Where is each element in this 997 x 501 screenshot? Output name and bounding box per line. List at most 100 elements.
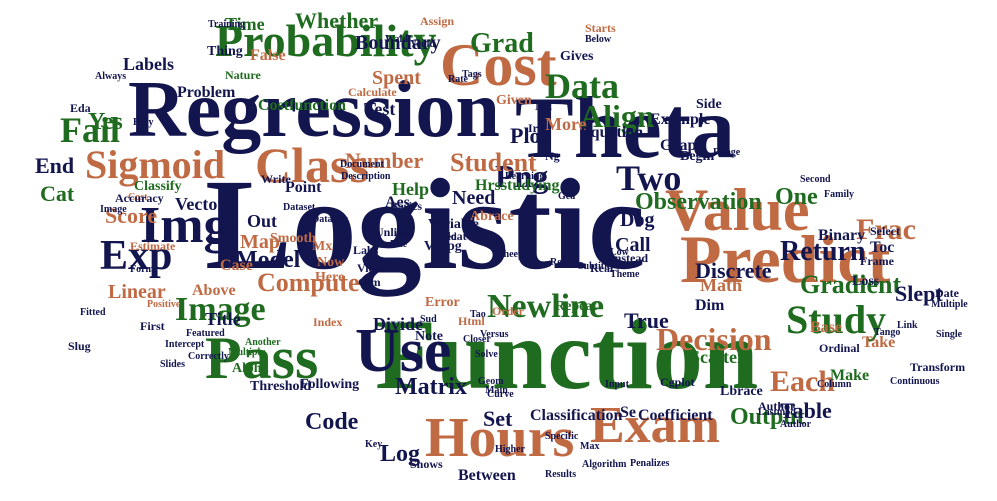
word-cost: Cost	[440, 32, 557, 98]
word-key: Key	[365, 439, 383, 450]
word-threshold: Threshold	[250, 379, 312, 394]
word-fitted: Fitted	[80, 307, 106, 318]
word-each: Each	[770, 365, 836, 398]
word-note: Note	[415, 329, 443, 344]
word-need: Need	[452, 187, 496, 209]
word-jpg: Jpg	[440, 239, 462, 254]
word-example: Example	[650, 111, 711, 128]
word-image-small: Image	[100, 204, 127, 215]
word-geom: Geom	[478, 376, 504, 387]
word-dog: Dog	[620, 209, 655, 231]
word-scatter: Scatter	[690, 347, 745, 367]
word-multiply: Multiply	[228, 347, 266, 358]
word-true: True	[624, 308, 669, 333]
word-single: Single	[936, 329, 963, 340]
word-date: Date	[935, 286, 959, 300]
word-img: Img	[140, 197, 230, 254]
word-exp: Exp	[100, 233, 173, 279]
word-rep: Rep	[550, 257, 568, 268]
word-classify: Classify	[134, 179, 182, 194]
word-thing: Thing	[207, 44, 243, 59]
word-gives: Gives	[560, 49, 594, 64]
word-max: Max	[580, 441, 600, 452]
word-family: Family	[824, 189, 854, 200]
word-newline: Newline	[487, 288, 605, 325]
word-one: One	[775, 184, 818, 210]
word-higher: Higher	[495, 444, 525, 455]
word-log: Log	[380, 441, 421, 467]
word-begin: Begin	[680, 149, 715, 164]
word-lbrace: Lbrace	[720, 384, 763, 399]
word-calculate: Calculate	[348, 85, 397, 99]
word-aes: Aes	[385, 194, 410, 211]
word-gea: Gea	[558, 191, 576, 202]
word-above: Above	[192, 282, 236, 299]
word-following: Following	[300, 377, 360, 392]
word-class: Class	[255, 137, 369, 193]
word-boundary: Boundary	[355, 32, 441, 54]
word-float: Float	[440, 229, 467, 243]
word-data: Data	[545, 66, 619, 106]
word-versus: Versus	[480, 329, 509, 340]
word-between: Between	[458, 467, 516, 484]
word-view: View	[357, 261, 383, 275]
word-point: Point	[285, 179, 322, 196]
word-call: Call	[615, 234, 651, 256]
word-iris: Iris	[528, 121, 546, 135]
word-number: Number	[345, 148, 424, 173]
word-return: Return	[780, 236, 866, 267]
word-repeat: Repeat	[555, 299, 597, 314]
word-predict: Predict	[680, 221, 891, 297]
word-tags: Tags	[462, 69, 482, 80]
word-real: Real	[590, 261, 614, 275]
word-time: Time	[225, 14, 265, 34]
word-divide: Divide	[373, 314, 424, 334]
word-estimate: Estimate	[130, 239, 176, 253]
word-column: Column	[817, 379, 852, 390]
word-regression: Regression	[128, 66, 500, 154]
word-align: Align	[580, 98, 655, 134]
word-sud: Sud	[420, 314, 437, 325]
word-frame: Frame	[860, 254, 894, 268]
word-score: Score	[105, 203, 158, 228]
word-wald: Wald	[385, 34, 408, 45]
word-binary: Binary	[818, 227, 866, 244]
word-hours: Hours	[425, 407, 575, 469]
word-dataset: Dataset	[283, 202, 316, 213]
word-abrace: Abrace	[470, 209, 514, 224]
word-case: Case	[220, 257, 253, 274]
word-function: Function	[375, 299, 759, 410]
word-whether: Whether	[295, 8, 379, 33]
word-intercept: Intercept	[165, 339, 205, 350]
word-theme: Theme	[610, 269, 640, 280]
word-value: Value	[665, 177, 810, 243]
word-author: Author	[758, 399, 796, 413]
word-table: Table	[780, 398, 832, 423]
word-smooth: Smooth	[270, 231, 316, 246]
word-gradient: Gradient	[800, 270, 902, 299]
word-decision: Decision	[656, 321, 772, 357]
word-end: End	[35, 153, 75, 178]
word-curve: Curve	[487, 389, 514, 400]
word-second: Second	[800, 174, 831, 185]
word-unlike: Unlike	[375, 225, 410, 239]
word-here: Here	[315, 270, 345, 285]
word-grad: Grad	[470, 28, 534, 59]
word-fail: Fail	[60, 110, 120, 150]
word-starts: Starts	[585, 21, 616, 35]
word-rate: Rate	[448, 74, 468, 85]
word-write: Write	[261, 172, 291, 186]
word-closer: Closer	[463, 334, 491, 345]
word-eda: Eda	[70, 101, 91, 115]
word-toc: Toc	[870, 239, 895, 256]
word-document: Document	[340, 159, 384, 170]
word-spent: Spent	[372, 67, 421, 89]
word-tao: Tao	[470, 309, 486, 320]
word-subtitle: Subtitle	[578, 261, 612, 272]
word-set: Set	[483, 406, 513, 431]
word-error: Error	[425, 295, 460, 310]
word-accuracy: Accuracy	[115, 191, 164, 205]
word-mx: Mx	[312, 239, 333, 254]
word-instead: Instead	[610, 251, 649, 265]
